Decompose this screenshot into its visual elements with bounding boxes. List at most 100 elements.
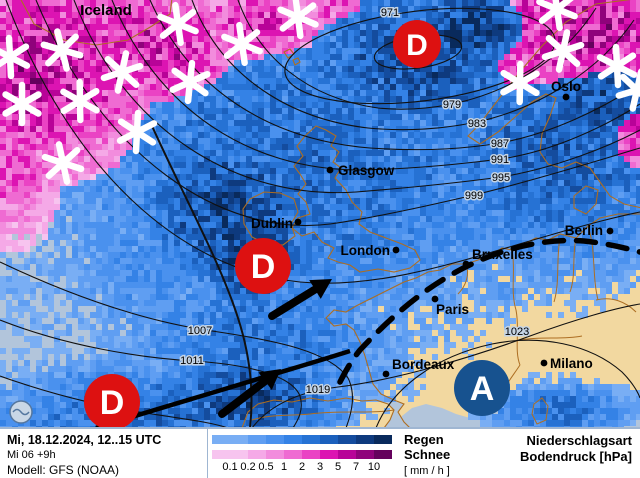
scale-segment — [284, 435, 302, 444]
isobar-label: 1019 — [306, 384, 330, 396]
isobar-label: 999 — [465, 190, 483, 202]
pressure-center-layer: D D D A — [84, 20, 510, 427]
precip-type-title: Niederschlagsart — [526, 433, 633, 448]
scale-segment — [374, 435, 392, 444]
scale-segment — [230, 435, 248, 444]
snowflake-icon — [0, 34, 31, 80]
scale-segment — [320, 435, 338, 444]
scale-tick: 5 — [334, 461, 342, 473]
scale-segment — [302, 435, 320, 444]
scale-tick: 0.1 — [222, 461, 238, 473]
scale-tick: 3 — [316, 461, 324, 473]
isobar-label: 1007 — [188, 325, 212, 337]
scale-segment — [356, 435, 374, 444]
rain-label: Regen — [404, 432, 444, 447]
rain-color-scale — [212, 435, 392, 444]
city-marker-dublin: Dublin — [251, 216, 302, 231]
isobar-label: 1023 — [505, 326, 529, 338]
scale-segment — [230, 450, 248, 459]
scale-segment — [284, 450, 302, 459]
scale-segment — [374, 450, 392, 459]
city-marker-paris: Paris — [431, 295, 469, 317]
city-label: Milano — [550, 356, 593, 371]
scale-segment — [338, 435, 356, 444]
city-label: London — [341, 243, 390, 258]
front-arrow — [218, 377, 270, 418]
logo-icon — [9, 400, 33, 424]
scale-segment — [356, 450, 374, 459]
snowflake-icon — [60, 78, 100, 124]
city-marker-bordeaux: Bordeaux — [382, 357, 455, 378]
precip-scale: 0.1 0.2 0.5 1 2 3 5 7 10 — [212, 429, 404, 478]
scale-tick: 0.5 — [258, 461, 274, 473]
legend-bar: Mi, 18.12.2024, 12..15 UTC Mi 06 +9h Mod… — [0, 427, 640, 478]
scale-segment — [320, 450, 338, 459]
isobar-label: 983 — [468, 118, 486, 130]
pressure-center-A: A — [454, 360, 510, 416]
snowflake-icon — [500, 60, 540, 106]
city-marker-oslo: Oslo — [551, 79, 581, 101]
model-name: Modell: GFS (NOAA) — [7, 463, 120, 477]
model-run: Mi 06 +9h — [7, 449, 56, 461]
isobar-label: 995 — [492, 172, 510, 184]
snowflake-icon — [169, 59, 211, 105]
pressure-center-D: D — [393, 20, 441, 68]
isobar-label: 987 — [491, 138, 509, 150]
city-marker-milano: Milano — [540, 356, 593, 371]
city-label: Bruxelles — [472, 247, 533, 262]
isobar-label: 1011 — [180, 355, 204, 367]
scale-segment — [212, 450, 230, 459]
city-marker-bruxelles: Bruxelles — [462, 247, 533, 268]
snow-label: Schnee — [404, 447, 451, 462]
scale-segment — [248, 435, 266, 444]
snowflake-icon — [40, 28, 84, 72]
front-arrowhead — [258, 369, 281, 390]
legend-titles: Niederschlagsart Bodendruck [hPa] — [476, 429, 640, 478]
snowflake-icon — [536, 0, 578, 32]
scale-tick: 10 — [367, 461, 381, 473]
scale-segment — [302, 450, 320, 459]
city-marker-london: London — [341, 243, 400, 258]
scale-tick: 7 — [352, 461, 360, 473]
isobar-layer: 971 979 983 987 991 995 999 1007 1011 1019 1023 — [0, 0, 640, 427]
scale-tick: 1 — [280, 461, 288, 473]
weather-map: 9719799839879919959991007101110191023DDD… — [0, 0, 640, 427]
snowflake-icon — [41, 141, 85, 185]
scale-segment — [266, 435, 284, 444]
scale-tick: 0.2 — [240, 461, 256, 473]
isobar-label: 979 — [443, 99, 461, 111]
snowflake-icon — [157, 1, 199, 47]
city-label: Glasgow — [338, 163, 395, 178]
snow-color-scale — [212, 450, 392, 459]
scale-segment — [248, 450, 266, 459]
pressure-title: Bodendruck [hPa] — [520, 449, 632, 464]
city-label: Berlin — [565, 223, 603, 238]
isobar-label: 991 — [491, 154, 509, 166]
precipitation-layer — [0, 0, 640, 427]
scale-tick: 2 — [298, 461, 306, 473]
scale-tick-labels: 0.1 0.2 0.5 1 2 3 5 7 10 — [212, 461, 392, 474]
scale-captions: Regen Schnee [ mm / h ] — [404, 429, 476, 478]
scale-segment — [212, 435, 230, 444]
snowflake-icon — [541, 29, 585, 73]
city-layer: Oslo Glasgow Dublin London Bruxelles Paris Ber… — [80, 2, 614, 378]
snowflake-icon — [116, 109, 158, 155]
legend-info: Mi, 18.12.2024, 12..15 UTC Mi 06 +9h Mod… — [0, 429, 208, 478]
pressure-center-D: D — [235, 238, 291, 294]
front-arrowhead — [309, 279, 332, 299]
city-label: Bordeaux — [392, 357, 455, 372]
city-label: Paris — [436, 302, 469, 317]
snowflake-icon — [277, 0, 319, 40]
snowflake-layer — [0, 0, 640, 185]
isobar-label: 971 — [381, 7, 399, 19]
logo-layer — [9, 400, 33, 424]
valid-time: Mi, 18.12.2024, 12..15 UTC — [7, 433, 162, 447]
scale-segment — [266, 450, 284, 459]
snowflake-icon — [221, 21, 263, 67]
region-label-iceland: Iceland — [80, 2, 132, 19]
pressure-center-D: D — [84, 374, 140, 427]
scale-segment — [338, 450, 356, 459]
city-marker-berlin: Berlin — [565, 223, 614, 238]
snowflake-icon — [596, 43, 638, 89]
